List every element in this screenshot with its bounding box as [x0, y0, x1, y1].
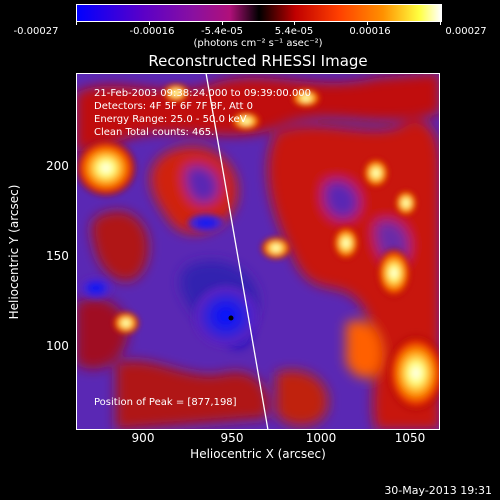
energy-range-label: Energy Range: 25.0 - 50.0 keV [94, 114, 247, 125]
plot-frame [76, 73, 440, 430]
colorbar-tick [76, 21, 77, 25]
colorbar-tick-label: -0.00027 [13, 26, 59, 37]
y-tick-label: 100 [46, 339, 69, 353]
limb-line [205, 73, 269, 430]
x-tick-label: 1050 [394, 431, 426, 445]
colorbar-tick-label: 5.4e-05 [274, 26, 314, 37]
peak-position-label: Position of Peak = [877,198] [94, 397, 237, 408]
detectors-label: Detectors: 4F 5F 6F 7F 8F, Att 0 [94, 101, 254, 112]
colorbar-tick-label: -5.4e-05 [201, 26, 243, 37]
colorbar-tick [149, 21, 150, 25]
time-range-label: 21-Feb-2003 09:38:24.000 to 09:39:00.000 [94, 88, 312, 99]
colorbar-tick [294, 21, 295, 25]
y-axis-label: Heliocentric Y (arcsec) [7, 184, 21, 320]
colorbar-tick [440, 21, 441, 25]
colorbar-units-label: (photons cm⁻² s⁻¹ asec⁻²) [193, 38, 323, 49]
clean-counts-label: Clean Total counts: 465. [94, 127, 215, 138]
colorbar-tick-label: 0.00027 [445, 26, 487, 37]
x-tick-label: 1000 [305, 431, 337, 445]
x-tick-label: 950 [220, 431, 244, 445]
intensity-map [76, 73, 440, 430]
colorbar-tick [367, 21, 368, 25]
colorbar-tick [222, 21, 223, 25]
colorbar-tick-label: -0.00016 [129, 26, 175, 37]
x-tick-label: 900 [131, 431, 155, 445]
colorbar [76, 4, 442, 22]
min-marker [228, 315, 234, 321]
timestamp-footer: 30-May-2013 19:31 [384, 484, 492, 497]
colorbar-tick-label: 0.00016 [349, 26, 391, 37]
y-tick-label: 200 [46, 159, 69, 173]
image-title: Reconstructed RHESSI Image [148, 52, 368, 70]
y-tick-label: 150 [46, 249, 69, 263]
x-axis-label: Heliocentric X (arcsec) [190, 447, 326, 461]
